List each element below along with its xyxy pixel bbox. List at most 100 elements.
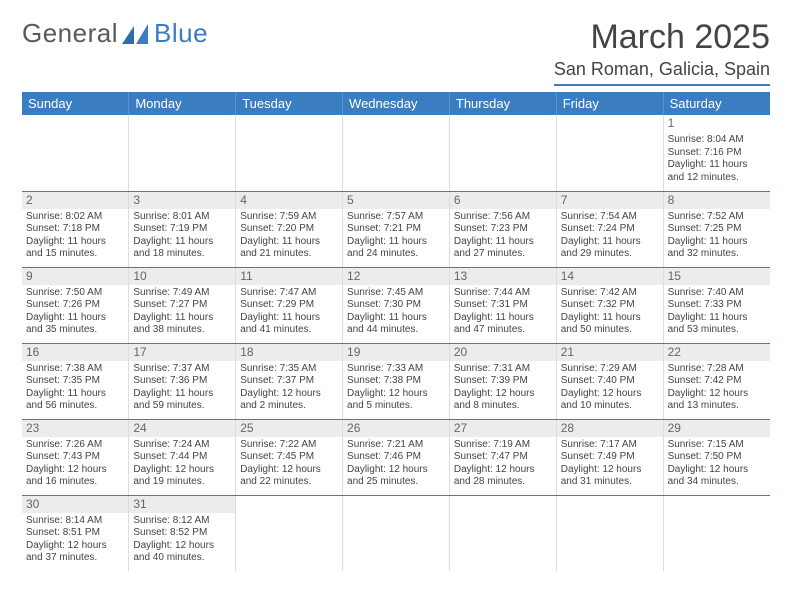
title-block: March 2025 San Roman, Galicia, Spain bbox=[554, 18, 770, 86]
sunrise-line: Sunrise: 7:37 AM bbox=[133, 363, 231, 376]
sunrise-line: Sunrise: 7:54 AM bbox=[561, 211, 659, 224]
day-number: 4 bbox=[236, 192, 342, 209]
sunrise-line: Sunrise: 7:47 AM bbox=[240, 287, 338, 300]
calendar-row: 2Sunrise: 8:02 AMSunset: 7:18 PMDaylight… bbox=[22, 191, 770, 267]
day-number: 11 bbox=[236, 268, 342, 285]
calendar-cell: 27Sunrise: 7:19 AMSunset: 7:47 PMDayligh… bbox=[449, 419, 556, 495]
sunset-line: Sunset: 7:35 PM bbox=[26, 375, 124, 388]
day-number: 29 bbox=[664, 420, 770, 437]
calendar-cell bbox=[236, 495, 343, 571]
day-number: 16 bbox=[22, 344, 128, 361]
daylight-line: Daylight: 12 hours and 10 minutes. bbox=[561, 388, 659, 413]
calendar-row: 16Sunrise: 7:38 AMSunset: 7:35 PMDayligh… bbox=[22, 343, 770, 419]
daylight-line: Daylight: 12 hours and 40 minutes. bbox=[133, 540, 231, 565]
sunset-line: Sunset: 7:21 PM bbox=[347, 223, 445, 236]
calendar-row: 9Sunrise: 7:50 AMSunset: 7:26 PMDaylight… bbox=[22, 267, 770, 343]
sunrise-line: Sunrise: 7:33 AM bbox=[347, 363, 445, 376]
sunrise-line: Sunrise: 8:12 AM bbox=[133, 515, 231, 528]
sunset-line: Sunset: 7:42 PM bbox=[668, 375, 766, 388]
calendar-cell bbox=[556, 115, 663, 191]
daylight-line: Daylight: 11 hours and 32 minutes. bbox=[668, 236, 766, 261]
calendar-cell bbox=[556, 495, 663, 571]
daylight-line: Daylight: 12 hours and 13 minutes. bbox=[668, 388, 766, 413]
sunset-line: Sunset: 7:31 PM bbox=[454, 299, 552, 312]
sunset-line: Sunset: 7:29 PM bbox=[240, 299, 338, 312]
day-number: 9 bbox=[22, 268, 128, 285]
calendar-cell: 8Sunrise: 7:52 AMSunset: 7:25 PMDaylight… bbox=[663, 191, 770, 267]
sunset-line: Sunset: 7:33 PM bbox=[668, 299, 766, 312]
day-number: 23 bbox=[22, 420, 128, 437]
calendar-cell: 6Sunrise: 7:56 AMSunset: 7:23 PMDaylight… bbox=[449, 191, 556, 267]
sunrise-line: Sunrise: 7:52 AM bbox=[668, 211, 766, 224]
day-number: 12 bbox=[343, 268, 449, 285]
calendar-cell: 28Sunrise: 7:17 AMSunset: 7:49 PMDayligh… bbox=[556, 419, 663, 495]
calendar-cell: 13Sunrise: 7:44 AMSunset: 7:31 PMDayligh… bbox=[449, 267, 556, 343]
logo-text-b: Blue bbox=[154, 18, 208, 48]
sunset-line: Sunset: 7:40 PM bbox=[561, 375, 659, 388]
calendar-cell: 3Sunrise: 8:01 AMSunset: 7:19 PMDaylight… bbox=[129, 191, 236, 267]
calendar-cell bbox=[343, 495, 450, 571]
sunrise-line: Sunrise: 7:31 AM bbox=[454, 363, 552, 376]
calendar-cell: 5Sunrise: 7:57 AMSunset: 7:21 PMDaylight… bbox=[343, 191, 450, 267]
daylight-line: Daylight: 11 hours and 47 minutes. bbox=[454, 312, 552, 337]
sunset-line: Sunset: 7:26 PM bbox=[26, 299, 124, 312]
sunset-line: Sunset: 7:30 PM bbox=[347, 299, 445, 312]
sunrise-line: Sunrise: 7:40 AM bbox=[668, 287, 766, 300]
day-number: 21 bbox=[557, 344, 663, 361]
calendar-row: 23Sunrise: 7:26 AMSunset: 7:43 PMDayligh… bbox=[22, 419, 770, 495]
daylight-line: Daylight: 11 hours and 18 minutes. bbox=[133, 236, 231, 261]
day-number: 3 bbox=[129, 192, 235, 209]
calendar-cell: 10Sunrise: 7:49 AMSunset: 7:27 PMDayligh… bbox=[129, 267, 236, 343]
sunset-line: Sunset: 7:27 PM bbox=[133, 299, 231, 312]
calendar-cell: 24Sunrise: 7:24 AMSunset: 7:44 PMDayligh… bbox=[129, 419, 236, 495]
logo-text-b-wrap: Blue bbox=[154, 18, 208, 49]
weekday-header: Friday bbox=[556, 92, 663, 115]
daylight-line: Daylight: 12 hours and 8 minutes. bbox=[454, 388, 552, 413]
day-number: 24 bbox=[129, 420, 235, 437]
day-number: 18 bbox=[236, 344, 342, 361]
calendar-cell bbox=[129, 115, 236, 191]
calendar-cell: 20Sunrise: 7:31 AMSunset: 7:39 PMDayligh… bbox=[449, 343, 556, 419]
daylight-line: Daylight: 11 hours and 29 minutes. bbox=[561, 236, 659, 261]
daylight-line: Daylight: 12 hours and 16 minutes. bbox=[26, 464, 124, 489]
sunset-line: Sunset: 7:24 PM bbox=[561, 223, 659, 236]
daylight-line: Daylight: 11 hours and 53 minutes. bbox=[668, 312, 766, 337]
day-number: 13 bbox=[450, 268, 556, 285]
sunrise-line: Sunrise: 7:22 AM bbox=[240, 439, 338, 452]
sunset-line: Sunset: 7:50 PM bbox=[668, 451, 766, 464]
daylight-line: Daylight: 11 hours and 35 minutes. bbox=[26, 312, 124, 337]
weekday-header: Thursday bbox=[449, 92, 556, 115]
sunrise-line: Sunrise: 7:45 AM bbox=[347, 287, 445, 300]
daylight-line: Daylight: 12 hours and 22 minutes. bbox=[240, 464, 338, 489]
calendar-row: 30Sunrise: 8:14 AMSunset: 8:51 PMDayligh… bbox=[22, 495, 770, 571]
day-number: 20 bbox=[450, 344, 556, 361]
calendar-cell: 31Sunrise: 8:12 AMSunset: 8:52 PMDayligh… bbox=[129, 495, 236, 571]
day-number: 28 bbox=[557, 420, 663, 437]
calendar-body: 1Sunrise: 8:04 AMSunset: 7:16 PMDaylight… bbox=[22, 115, 770, 571]
calendar-cell: 4Sunrise: 7:59 AMSunset: 7:20 PMDaylight… bbox=[236, 191, 343, 267]
sunrise-line: Sunrise: 7:24 AM bbox=[133, 439, 231, 452]
location: San Roman, Galicia, Spain bbox=[554, 59, 770, 80]
calendar-cell bbox=[449, 115, 556, 191]
sunset-line: Sunset: 7:18 PM bbox=[26, 223, 124, 236]
daylight-line: Daylight: 12 hours and 37 minutes. bbox=[26, 540, 124, 565]
day-number: 31 bbox=[129, 496, 235, 513]
daylight-line: Daylight: 12 hours and 31 minutes. bbox=[561, 464, 659, 489]
calendar-cell: 17Sunrise: 7:37 AMSunset: 7:36 PMDayligh… bbox=[129, 343, 236, 419]
calendar-cell: 7Sunrise: 7:54 AMSunset: 7:24 PMDaylight… bbox=[556, 191, 663, 267]
day-number: 27 bbox=[450, 420, 556, 437]
day-number: 26 bbox=[343, 420, 449, 437]
sunset-line: Sunset: 7:49 PM bbox=[561, 451, 659, 464]
sunset-line: Sunset: 7:32 PM bbox=[561, 299, 659, 312]
weekday-header: Tuesday bbox=[236, 92, 343, 115]
sunset-line: Sunset: 7:20 PM bbox=[240, 223, 338, 236]
calendar-row: 1Sunrise: 8:04 AMSunset: 7:16 PMDaylight… bbox=[22, 115, 770, 191]
calendar-cell: 15Sunrise: 7:40 AMSunset: 7:33 PMDayligh… bbox=[663, 267, 770, 343]
logo-text: General bbox=[22, 18, 118, 49]
sunrise-line: Sunrise: 7:42 AM bbox=[561, 287, 659, 300]
sunset-line: Sunset: 8:51 PM bbox=[26, 527, 124, 540]
sunset-line: Sunset: 7:16 PM bbox=[668, 147, 766, 160]
sunset-line: Sunset: 7:45 PM bbox=[240, 451, 338, 464]
sail-icon bbox=[122, 24, 150, 44]
sunrise-line: Sunrise: 7:28 AM bbox=[668, 363, 766, 376]
